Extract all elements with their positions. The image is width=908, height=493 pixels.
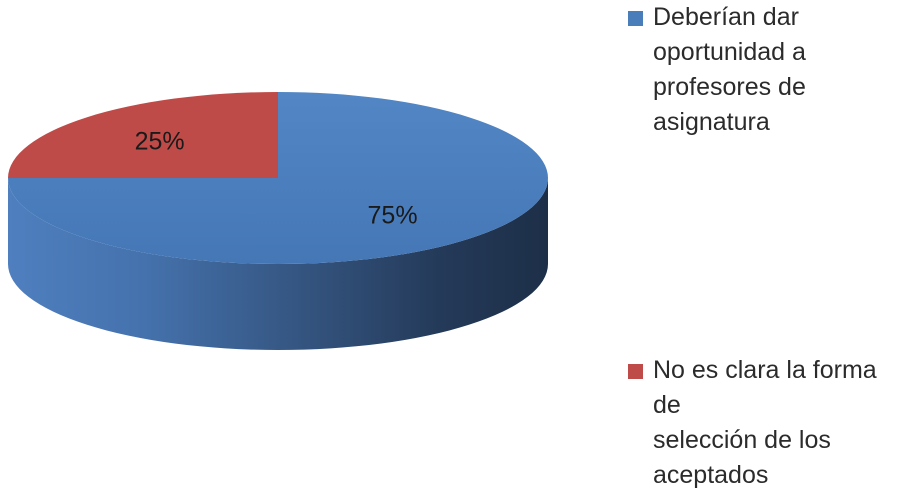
legend-label: No es clara la forma de selección de los… [653,356,877,489]
legend-label: Deberían dar oportunidad a profesores de… [653,3,806,136]
data-label-25: 25% [135,127,185,155]
data-label-75: 75% [368,201,418,229]
legend-swatch-red [628,364,643,379]
legend-entry-deberian-dar-oportunidad: Deberían dar oportunidad a profesores de… [628,0,908,140]
legend-entry-no-es-clara: No es clara la forma de selección de los… [628,353,908,493]
pie-chart: 75% 25% [8,92,548,350]
legend-swatch-blue [628,11,643,26]
pie-slice-no-es-clara [8,92,278,178]
